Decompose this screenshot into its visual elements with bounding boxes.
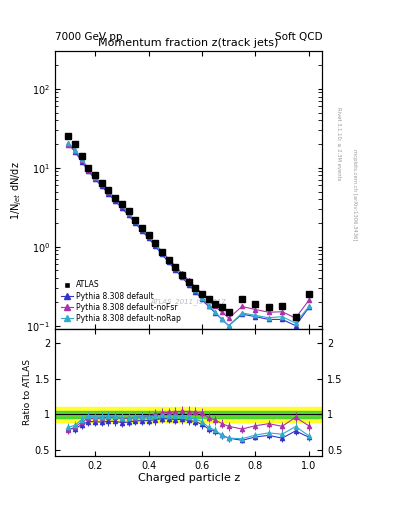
Text: Soft QCD: Soft QCD <box>275 32 322 42</box>
X-axis label: Charged particle z: Charged particle z <box>138 473 240 483</box>
Legend: ATLAS, Pythia 8.308 default, Pythia 8.308 default-noFsr, Pythia 8.308 default-no: ATLAS, Pythia 8.308 default, Pythia 8.30… <box>59 278 183 326</box>
Text: ATLAS_2011_I919017: ATLAS_2011_I919017 <box>151 298 226 305</box>
Text: 7000 GeV pp: 7000 GeV pp <box>55 32 123 42</box>
Text: Rivet 3.1.10; ≥ 2.3M events: Rivet 3.1.10; ≥ 2.3M events <box>336 106 341 180</box>
Y-axis label: Ratio to ATLAS: Ratio to ATLAS <box>23 359 32 425</box>
Bar <box>55 411 322 418</box>
Y-axis label: 1/N$_{jet}$ dN/dz: 1/N$_{jet}$ dN/dz <box>9 161 24 220</box>
Bar <box>55 408 322 421</box>
Title: Momentum fraction z(track jets): Momentum fraction z(track jets) <box>99 38 279 48</box>
Text: mcplots.cern.ch [arXiv:1306.3436]: mcplots.cern.ch [arXiv:1306.3436] <box>352 149 357 240</box>
